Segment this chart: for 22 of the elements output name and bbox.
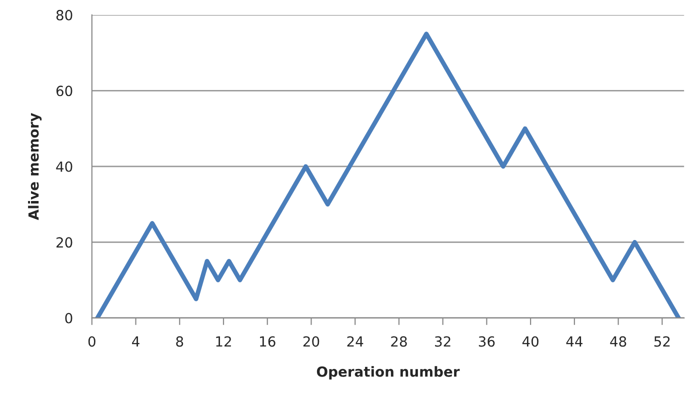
x-axis-title: Operation number xyxy=(316,366,460,380)
line-series xyxy=(95,32,681,318)
x-tick-label: 44 xyxy=(566,336,582,347)
x-tick-label: 40 xyxy=(522,336,538,347)
x-tick-label: 16 xyxy=(260,336,276,347)
y-tick-label: 40 xyxy=(56,161,72,172)
x-tick-label: 12 xyxy=(216,336,231,347)
x-tick-label: 52 xyxy=(654,336,670,347)
x-tick-label: 28 xyxy=(391,336,407,347)
x-tick-label: 8 xyxy=(176,336,184,347)
y-tick-label: 0 xyxy=(65,312,72,324)
x-tick-label: 24 xyxy=(347,336,364,347)
y-tick-label: 60 xyxy=(56,86,72,96)
y-axis-title: Alive memory xyxy=(28,113,42,220)
x-tick-label: 48 xyxy=(610,336,626,347)
x-tick-label: 0 xyxy=(88,336,96,347)
x-tick-label: 32 xyxy=(435,336,450,347)
x-tick-label: 20 xyxy=(303,336,320,347)
y-tick-label: 20 xyxy=(56,237,72,248)
y-tick-label: 80 xyxy=(56,10,72,20)
x-tick-label: 36 xyxy=(478,336,495,347)
x-tick-label: 4 xyxy=(132,336,140,347)
